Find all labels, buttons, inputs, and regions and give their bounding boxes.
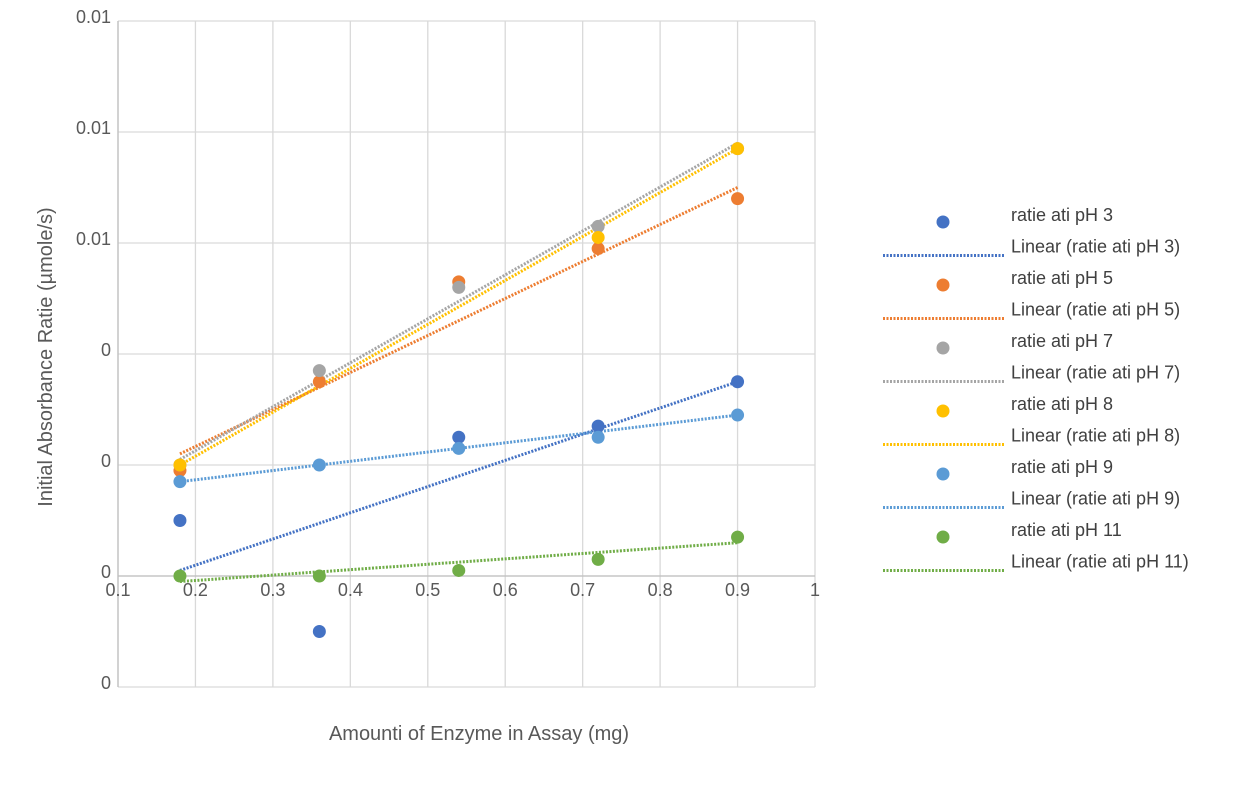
y-tick-label: 0.01	[76, 118, 111, 138]
axes	[117, 21, 815, 687]
legend-label-series: ratie ati pH 11	[1011, 520, 1122, 540]
legend-label-series: ratie ati pH 9	[1011, 457, 1113, 477]
y-tick-label: 0	[101, 562, 111, 582]
data-point-series-5	[312, 569, 326, 583]
legend-marker-series-1	[936, 278, 950, 292]
legend: ratie ati pH 3 Linear (ratie ati pH 3) rat…	[883, 205, 1189, 572]
data-point-series-1	[312, 375, 326, 389]
data-point-series-4	[591, 430, 605, 444]
grid	[117, 20, 816, 688]
data-point-series-0	[173, 514, 187, 527]
legend-label-trend: Linear (ratie ati pH 7)	[1011, 363, 1180, 383]
x-tick-label: 0.7	[570, 580, 595, 600]
legend-label-trend: Linear (ratie ati pH 11)	[1011, 552, 1189, 572]
data-point-series-4	[173, 475, 187, 489]
x-tick-label: 0.5	[415, 580, 440, 600]
legend-marker-series-2	[936, 341, 950, 355]
legend-label-trend: Linear (ratie ati pH 9)	[1011, 489, 1180, 509]
x-tick-label: 0.6	[493, 580, 518, 600]
data-point-series-5	[591, 552, 605, 566]
x-axis-title: Amounti of Enzyme in Assay (mg)	[329, 723, 629, 745]
y-tick-label: 0	[101, 340, 111, 360]
data-point-series-3	[591, 230, 605, 244]
legend-marker-series-4	[936, 467, 950, 481]
data-point-series-4	[312, 458, 326, 472]
y-tick-label: 0	[101, 673, 111, 693]
tick-labels: 0.1 0.2 0.3 0.4 0.5 0.6 0.7 0.8 0.9 1 0 0 0 0 0.01 0.01…	[76, 7, 820, 693]
x-tick-label: 0.4	[338, 580, 363, 600]
x-tick-label: 0.8	[648, 580, 673, 600]
data-points	[173, 142, 745, 638]
x-tick-label: 1	[810, 580, 820, 600]
trendlines	[179, 141, 739, 584]
trendline-series-5	[179, 541, 738, 584]
legend-label-series: ratie ati pH 3	[1011, 205, 1113, 225]
data-point-series-4	[452, 441, 466, 455]
legend-marker-series-5	[936, 530, 950, 544]
data-point-series-0	[312, 625, 326, 638]
legend-label-series: ratie ati pH 5	[1011, 268, 1113, 288]
legend-label-trend: Linear (ratie ati pH 3)	[1011, 237, 1180, 257]
data-point-series-2	[452, 280, 466, 294]
x-tick-label: 0.1	[105, 580, 130, 600]
data-point-series-0	[591, 419, 605, 433]
data-point-series-4	[731, 408, 745, 422]
x-tick-label: 0.3	[260, 580, 285, 600]
trendline-series-1	[179, 186, 739, 456]
data-point-series-2	[591, 219, 605, 233]
y-axis-title: Initial Absorbance Ratie (µmole/s)	[35, 207, 57, 506]
trendline-series-0	[179, 380, 739, 572]
data-point-series-2	[312, 364, 326, 378]
data-point-series-3	[173, 458, 187, 472]
legend-marker-series-3	[936, 404, 950, 418]
data-point-series-3	[731, 142, 745, 156]
x-tick-label: 0.9	[725, 580, 750, 600]
legend-label-series: ratie ati pH 8	[1011, 394, 1113, 414]
data-point-series-5	[452, 563, 466, 577]
legend-label-trend: Linear (ratie ati pH 8)	[1011, 426, 1180, 446]
legend-label-series: ratie ati pH 7	[1011, 331, 1113, 351]
data-point-series-1	[731, 192, 745, 206]
x-tick-label: 0.2	[183, 580, 208, 600]
legend-marker-series-0	[936, 215, 950, 229]
y-tick-label: 0.01	[76, 229, 111, 249]
legend-label-trend: Linear (ratie ati pH 5)	[1011, 300, 1180, 320]
data-point-series-5	[731, 530, 745, 544]
data-point-series-0	[731, 375, 745, 389]
data-point-series-1	[591, 242, 605, 256]
y-tick-label: 0.01	[76, 7, 111, 27]
trendline-series-2	[179, 141, 739, 461]
data-point-series-5	[173, 569, 187, 583]
trendline-series-3	[179, 147, 739, 467]
data-point-series-0	[452, 430, 466, 444]
y-tick-label: 0	[101, 451, 111, 471]
